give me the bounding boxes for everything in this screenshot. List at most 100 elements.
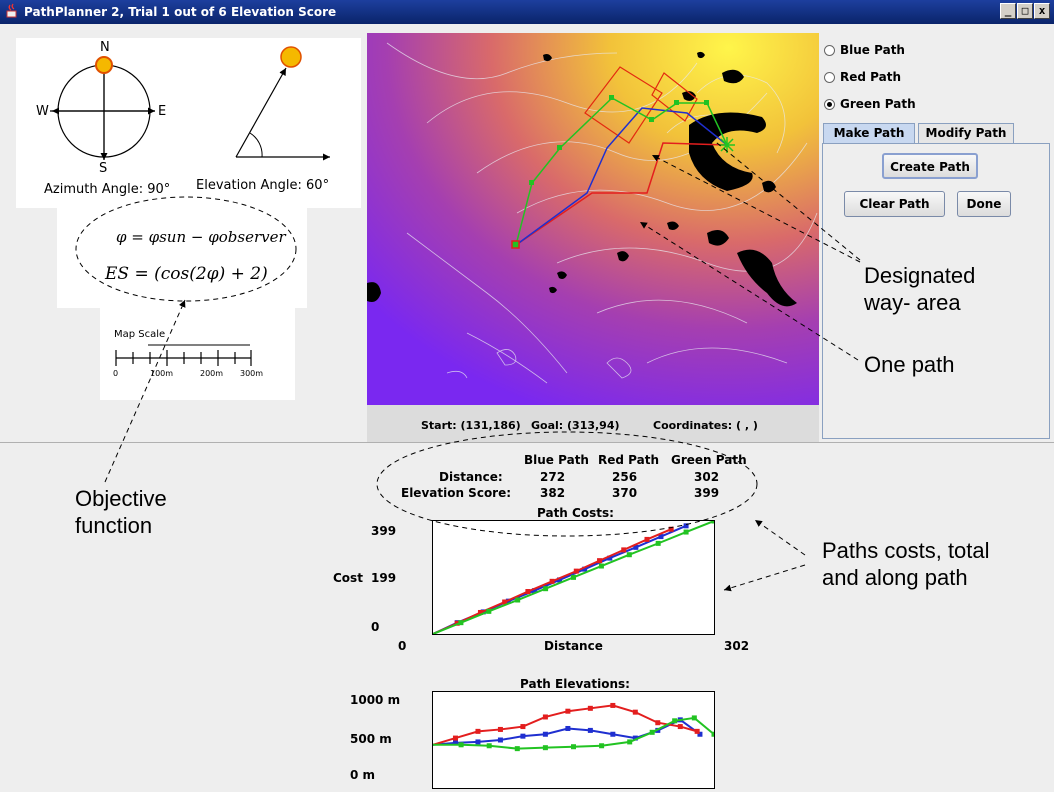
cursor-coordinates: Coordinates: ( , ) bbox=[653, 419, 758, 432]
radio-blue-indicator[interactable] bbox=[824, 44, 835, 56]
blue-distance: 272 bbox=[540, 470, 566, 484]
radio-green-path[interactable]: Green Path bbox=[824, 97, 916, 111]
elev-chart-plot bbox=[432, 691, 717, 789]
elevation-gradient bbox=[367, 33, 819, 405]
cost-green-point bbox=[458, 620, 464, 626]
cost-red-point bbox=[573, 568, 579, 574]
sun-diagram bbox=[50, 46, 330, 366]
cost-red-point bbox=[525, 589, 531, 595]
cost-x-tick-min: 0 bbox=[398, 639, 407, 653]
create-path-button[interactable]: Create Path bbox=[882, 153, 978, 179]
green-path-line bbox=[515, 97, 728, 246]
elev-green-point bbox=[571, 744, 576, 750]
col-blue-path: Blue Path bbox=[524, 453, 589, 467]
green-distance: 302 bbox=[694, 470, 720, 484]
elev-red-point bbox=[677, 724, 683, 730]
cost-green-point bbox=[626, 552, 632, 558]
goal-marker bbox=[719, 137, 735, 153]
cost-y-tick-max: 399 bbox=[371, 524, 397, 538]
scale-tick-0: 0 bbox=[113, 369, 119, 378]
annotation-costs-line1: Paths costs, total bbox=[822, 538, 990, 563]
elev-green-point bbox=[458, 742, 464, 748]
cost-green-point bbox=[711, 518, 717, 524]
elev-red-point bbox=[475, 728, 481, 734]
elev-red-point bbox=[587, 705, 593, 711]
minimize-button[interactable]: _ bbox=[1000, 3, 1016, 19]
elev-green-point bbox=[542, 745, 548, 751]
radio-red-indicator[interactable] bbox=[824, 71, 835, 83]
blue-path-line bbox=[515, 107, 728, 246]
elev-green-point bbox=[486, 743, 492, 749]
east-label: E bbox=[158, 104, 167, 119]
elev-red-point bbox=[610, 702, 616, 708]
green-path-waypoints bbox=[529, 95, 709, 185]
elev-red-point bbox=[542, 714, 548, 720]
java-app-icon bbox=[6, 3, 17, 18]
radio-green-indicator[interactable] bbox=[824, 98, 835, 110]
cost-red-point bbox=[597, 558, 603, 564]
cost-blue-point bbox=[557, 577, 563, 583]
elevation-angle-label: Elevation Angle: 60° bbox=[196, 178, 330, 193]
annotation-waypoint-area: Designated way- area bbox=[864, 262, 975, 316]
sun-elevation-icon bbox=[280, 46, 302, 68]
tab-make-path[interactable]: Make Path bbox=[823, 123, 915, 143]
cost-blue-point bbox=[531, 588, 537, 594]
elev-green-point bbox=[514, 746, 520, 752]
scale-tick-200: 200m bbox=[200, 369, 224, 378]
elev-red-point bbox=[632, 709, 638, 715]
radio-green-label: Green Path bbox=[840, 97, 916, 111]
elev-y-tick-1000: 1000 m bbox=[350, 693, 401, 707]
cost-chart-title: Path Costs: bbox=[537, 506, 614, 520]
radio-blue-label: Blue Path bbox=[840, 43, 905, 57]
cost-green-point bbox=[655, 540, 661, 546]
elev-blue-point bbox=[520, 733, 526, 739]
elev-red-point bbox=[694, 728, 700, 734]
formula-line-2: ES = (cos(2φ) + 2) bbox=[105, 264, 268, 284]
west-label: W bbox=[36, 104, 49, 119]
done-button[interactable]: Done bbox=[957, 191, 1011, 217]
cost-y-tick-mid: 199 bbox=[371, 571, 397, 585]
clear-path-button[interactable]: Clear Path bbox=[844, 191, 945, 217]
cost-blue-point bbox=[683, 523, 689, 529]
goal-coordinate: Goal: (313,94) bbox=[531, 419, 620, 432]
elev-red-point bbox=[497, 726, 503, 732]
formula-line-1: φ = φsun − φobserver bbox=[116, 228, 286, 246]
col-red-path: Red Path bbox=[598, 453, 659, 467]
cost-blue-point bbox=[658, 534, 664, 540]
annotation-waypoint-line1: Designated bbox=[864, 263, 976, 288]
elev-green-point bbox=[627, 739, 633, 745]
cost-green-point bbox=[571, 574, 576, 580]
green-elevation-score: 399 bbox=[694, 486, 720, 500]
start-coordinate: Start: (131,186) bbox=[421, 419, 521, 432]
elev-red-point bbox=[655, 720, 661, 726]
radio-blue-path[interactable]: Blue Path bbox=[824, 43, 905, 57]
elev-green-point bbox=[691, 715, 697, 721]
row-distance-label: Distance: bbox=[439, 470, 503, 484]
cost-blue-point bbox=[633, 544, 639, 550]
formula-ellipse bbox=[75, 196, 297, 302]
blue-elevation-score: 382 bbox=[540, 486, 566, 500]
radio-red-path[interactable]: Red Path bbox=[824, 70, 901, 84]
elev-green-line bbox=[433, 716, 715, 750]
cost-red-point bbox=[549, 578, 555, 584]
elev-red-point bbox=[520, 724, 526, 730]
window-title: PathPlanner 2, Trial 1 out of 6 Elevatio… bbox=[24, 5, 337, 19]
close-button[interactable]: x bbox=[1034, 3, 1050, 19]
elev-blue-point bbox=[697, 731, 703, 737]
cost-red-point bbox=[502, 599, 508, 605]
terrain-map[interactable] bbox=[367, 33, 819, 405]
sun-diagram-panel bbox=[16, 38, 361, 208]
cost-red-point bbox=[644, 536, 650, 542]
maximize-button[interactable]: □ bbox=[1017, 3, 1033, 19]
annotation-objective: Objective function bbox=[75, 485, 167, 539]
start-marker bbox=[511, 240, 520, 249]
cost-green-point bbox=[543, 586, 549, 592]
row-elevation-label: Elevation Score: bbox=[401, 486, 512, 500]
north-label: N bbox=[100, 40, 110, 55]
scale-tick-100: 100m bbox=[150, 369, 174, 378]
sun-icon bbox=[95, 56, 113, 74]
annotation-waypoint-line2: way- area bbox=[864, 290, 961, 315]
tab-modify-path[interactable]: Modify Path bbox=[918, 123, 1014, 143]
cost-green-point bbox=[486, 608, 492, 614]
south-label: S bbox=[99, 161, 108, 176]
